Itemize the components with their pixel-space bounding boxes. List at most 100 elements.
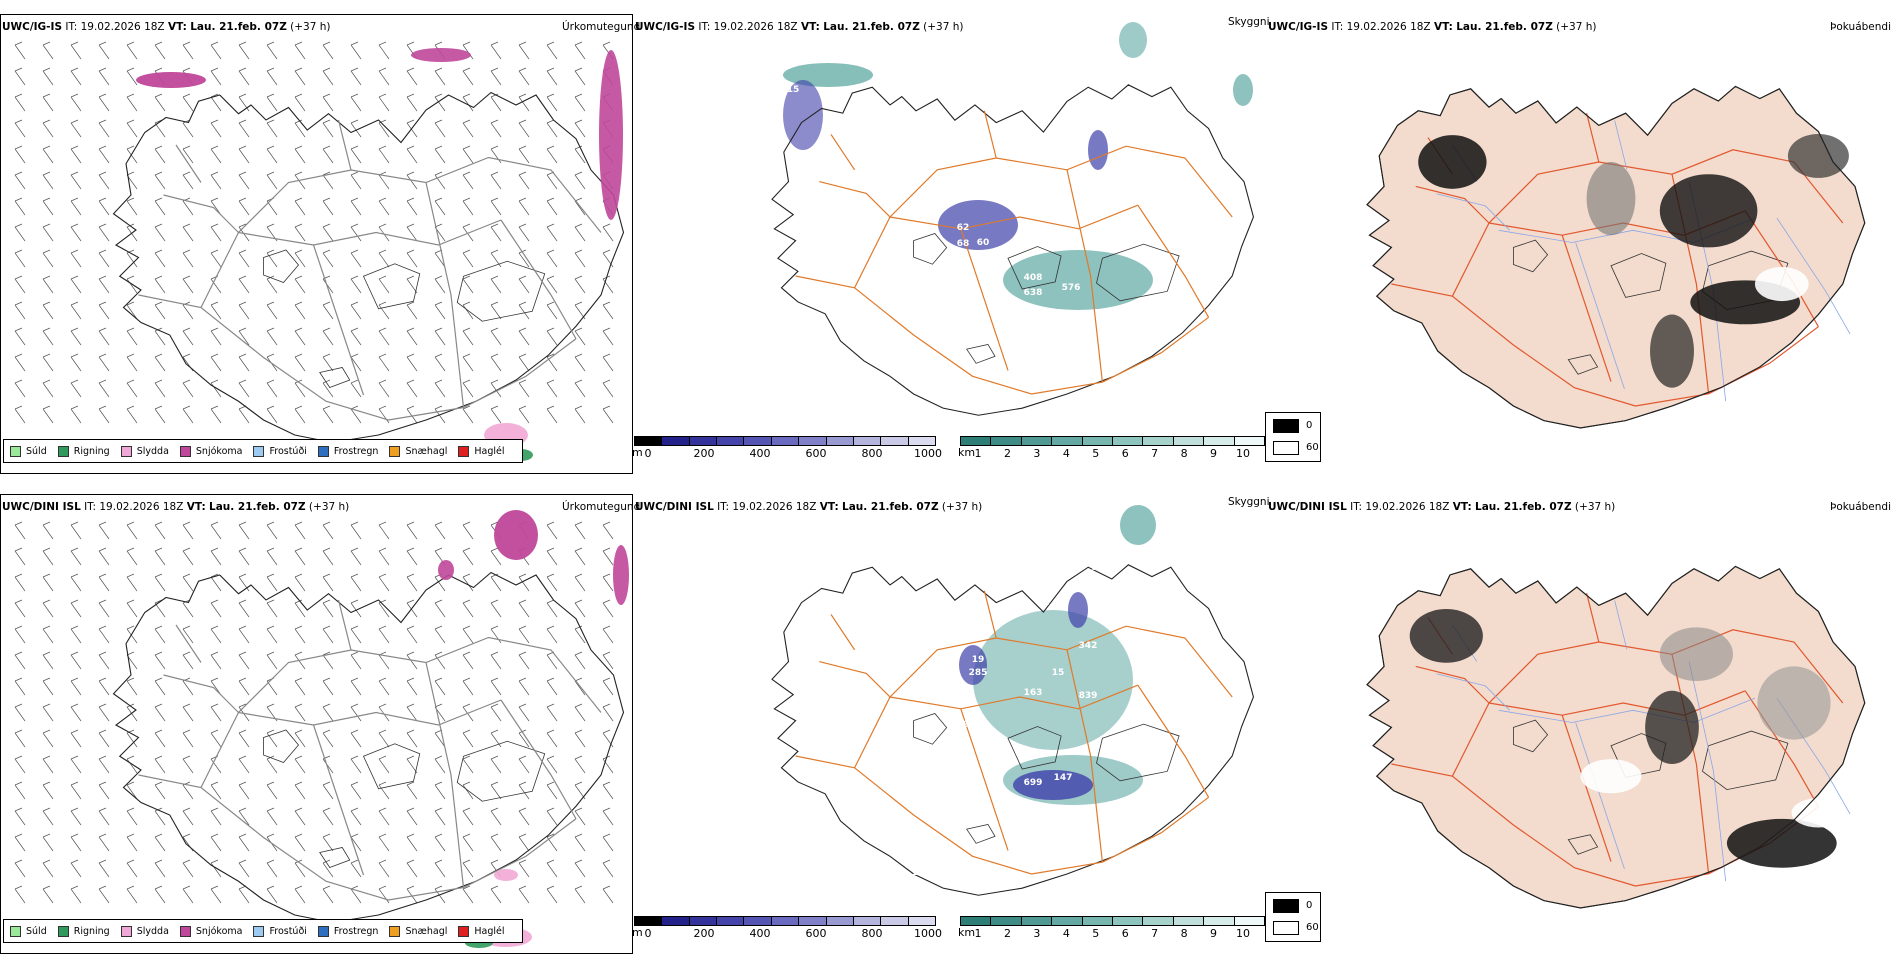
wind-barb — [70, 70, 82, 86]
wind-barb-feather — [490, 599, 499, 604]
wind-barb — [238, 680, 250, 696]
wind-barb-feather — [238, 327, 247, 332]
scale-cell — [961, 917, 992, 925]
road-line — [1488, 690, 1746, 716]
wind-barb — [574, 330, 586, 346]
wind-barb — [518, 200, 530, 216]
wind-barb — [154, 148, 166, 164]
wind-barb — [42, 304, 54, 320]
wind-barb — [154, 524, 166, 540]
wind-barb-feather — [238, 651, 247, 656]
wind-barb — [126, 382, 138, 398]
wind-barb — [294, 628, 306, 644]
wind-barb-feather — [70, 41, 79, 46]
fog-map — [1366, 565, 1866, 909]
legend-label: Frostregn — [333, 445, 379, 457]
wind-barb — [42, 226, 54, 242]
wind-barb-feather — [546, 327, 555, 332]
wind-barb — [98, 680, 110, 696]
wind-barb — [546, 70, 558, 86]
wind-barb-feather — [518, 885, 527, 890]
wind-barb-feather — [154, 807, 163, 812]
wind-barb-feather — [574, 651, 583, 656]
wind-barb — [210, 44, 222, 60]
wind-barb — [14, 784, 26, 800]
wind-barb-feather — [14, 275, 23, 280]
wind-barb — [490, 628, 502, 644]
wind-barb — [126, 408, 138, 424]
wind-barb-feather — [210, 729, 219, 734]
wind-barb-feather — [210, 405, 219, 410]
scale-cell — [744, 437, 772, 445]
wind-barb-feather — [322, 119, 331, 124]
wind-barb — [182, 382, 194, 398]
wind-barb-feather — [210, 677, 219, 682]
wind-barb-feather — [518, 625, 527, 630]
height-label: 68 — [957, 239, 970, 249]
wind-barb — [14, 628, 26, 644]
wind-barb-feather — [182, 833, 191, 838]
wind-barb — [266, 888, 278, 904]
wind-barb — [266, 148, 278, 164]
wind-barb-feather — [182, 353, 191, 358]
wind-barb-feather — [490, 807, 499, 812]
wind-barb-feather — [350, 703, 359, 708]
wind-barb — [406, 732, 418, 748]
wind-barb — [434, 278, 446, 294]
wind-barb-feather — [14, 859, 23, 864]
wind-barb — [238, 70, 250, 86]
scale-unit: m — [632, 926, 643, 939]
wind-barb-feather — [490, 677, 499, 682]
wind-barb — [462, 888, 474, 904]
road-line — [200, 156, 602, 308]
wind-barb-feather — [378, 249, 387, 254]
wind-barb-feather — [14, 651, 23, 656]
scale-tick-label: 200 — [693, 927, 715, 940]
wind-barb-feather — [98, 599, 107, 604]
wind-barb — [518, 148, 530, 164]
wind-barb — [574, 122, 586, 138]
wind-barb — [378, 654, 390, 670]
wind-barb — [294, 252, 306, 268]
wind-barb — [350, 654, 362, 670]
wind-barb-feather — [154, 781, 163, 786]
wind-barb — [238, 278, 250, 294]
wind-barb — [266, 810, 278, 826]
wind-barb — [378, 278, 390, 294]
wind-barb-feather — [350, 275, 359, 280]
wind-barb-feather — [154, 41, 163, 46]
legend-swatch — [389, 925, 401, 937]
wind-barb — [42, 278, 54, 294]
fog-legend: 0 60 — [1265, 412, 1321, 462]
wind-barb — [266, 408, 278, 424]
wind-barb-feather — [210, 67, 219, 72]
wind-barb — [406, 628, 418, 644]
legend-swatch — [10, 445, 21, 457]
wind-barb-feather — [294, 405, 303, 410]
low-visibility-area — [973, 610, 1133, 750]
road-line — [138, 294, 577, 421]
wind-barb — [350, 784, 362, 800]
wind-barb-feather — [70, 275, 79, 280]
wind-barb — [70, 784, 82, 800]
wind-barb — [378, 44, 390, 60]
glacier-outline — [1610, 253, 1667, 298]
wind-barb-feather — [154, 379, 163, 384]
wind-barb — [14, 226, 26, 242]
river-line — [1575, 722, 1625, 870]
wind-barb — [574, 758, 586, 774]
wind-barb — [378, 148, 390, 164]
wind-barb-feather — [70, 625, 79, 630]
wind-barb-feather — [378, 729, 387, 734]
wind-barb — [238, 888, 250, 904]
wind-barb-feather — [42, 379, 51, 384]
wind-barb-feather — [350, 223, 359, 228]
wind-barb — [546, 226, 558, 242]
wind-barb-feather — [518, 755, 527, 760]
wind-barb — [70, 706, 82, 722]
wind-barb-feather — [378, 833, 387, 838]
wind-barb-feather — [70, 599, 79, 604]
wind-barb-feather — [602, 249, 611, 254]
fog-legend-swatch — [1273, 899, 1299, 913]
wind-barb — [518, 862, 530, 878]
